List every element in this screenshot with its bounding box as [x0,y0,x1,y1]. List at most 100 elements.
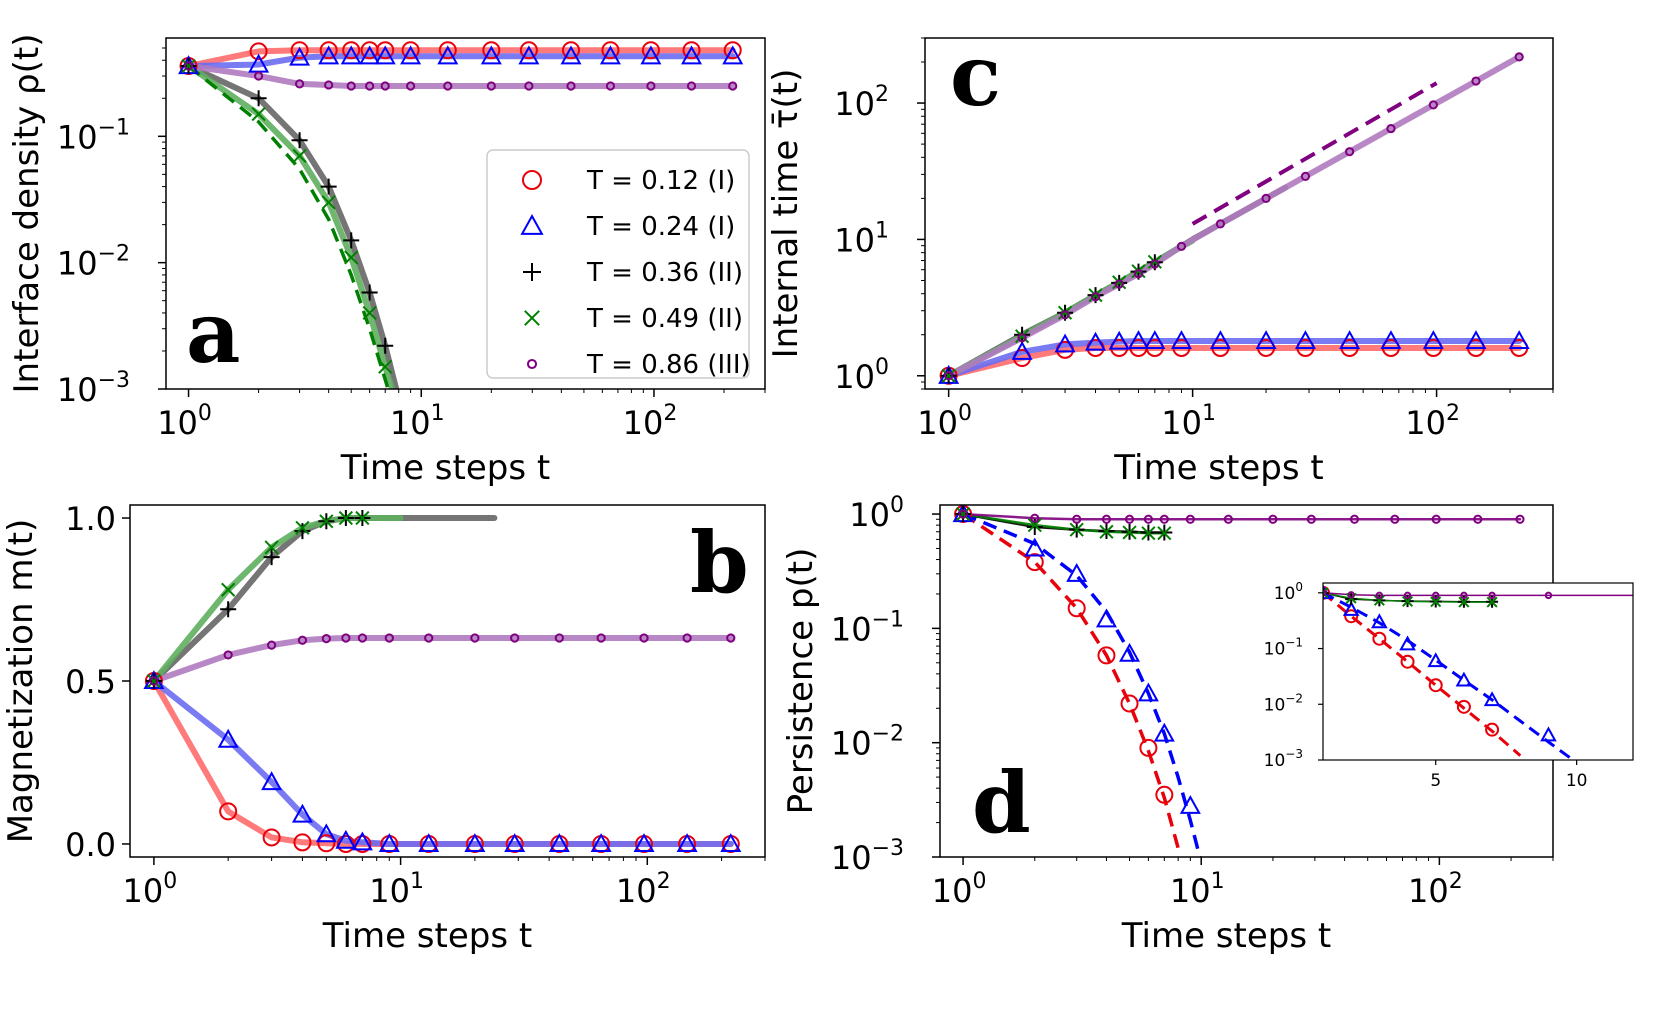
data-point-T086 [566,81,576,91]
markers-T024 [938,330,1530,384]
data-point-T012 [376,41,395,60]
data-point-T024 [722,45,744,65]
data-point-T086 [1515,514,1525,524]
x-tick-label: 100 [932,869,987,910]
data-point-T024 [378,833,400,853]
data-point-T012 [438,41,457,60]
inset-x-tick-label: 5 [1430,771,1441,791]
inset-data-point-T049 [1486,596,1498,608]
data-point-T036 [361,284,378,301]
data-point-T086 [380,81,390,91]
data-point-T024 [1144,330,1166,350]
markers-T012 [179,41,742,76]
data-point-T086 [1060,310,1070,320]
inset-data-point-T086 [1544,591,1553,600]
data-point-T012 [1155,785,1174,804]
inset-data-point-T012 [1372,631,1387,646]
legend-label: T = 0.24 (I) [586,212,735,242]
y-tick-label: 10−1 [57,115,130,156]
data-point-T086 [1176,241,1187,251]
plot-area [938,52,1530,385]
markers-T024 [178,45,744,75]
data-point-T024 [318,45,340,65]
panel-letter-a: a [186,283,240,382]
data-point-T086 [267,640,277,650]
data-point-T024 [340,45,362,65]
series-line-T012 [185,47,736,69]
data-point-T024 [1095,608,1117,628]
data-point-T086 [944,371,954,381]
x-tick-label-base: 10 [1405,404,1446,442]
x-tick-label-base: 10 [157,404,198,442]
data-point-T012 [293,833,312,852]
y-tick-label: 102 [834,82,889,123]
x-tick-label-base: 10 [1408,872,1449,910]
data-point-T012 [482,41,501,60]
data-point-T086 [554,633,564,643]
data-point-T024 [359,45,381,65]
data-point-T024 [1255,330,1277,350]
data-point-T012 [317,834,336,853]
data-point-T049 [292,148,307,163]
x-tick-label-base: 10 [917,404,958,442]
data-point-T012 [401,41,420,60]
legend-marker-T049 [524,310,540,326]
y-tick-label-base: 10 [57,371,98,409]
x-tick-label: 100 [917,401,972,442]
data-point-T086 [1349,514,1360,524]
data-point-T086 [1261,193,1271,203]
x-tick-label-exponent: 0 [958,401,972,426]
data-point-T012 [682,41,701,60]
inset-y-tick-label-exponent: −1 [1285,636,1303,650]
series-line-T086 [150,635,734,684]
data-point-T024 [261,771,283,791]
x-tick-label-exponent: 1 [431,401,445,426]
data-point-T049 [251,106,266,122]
series-line-T024 [150,678,734,847]
data-point-T012 [342,41,361,60]
data-point-T049 [362,305,377,321]
legend-label: T = 0.36 (II) [586,258,743,288]
data-point-T049 [146,673,162,689]
inset-y-tick-label-base: 10 [1274,584,1296,604]
inset-data-point-T012 [1428,678,1443,693]
y-axis-label: Persistence p(t) [781,548,821,815]
data-point-T086 [1150,259,1160,269]
data-point-T086 [1017,333,1027,343]
inset-series-line-T086 [1323,592,1633,597]
data-point-T024 [518,45,540,65]
data-point-T012 [519,41,538,60]
inset-frame [1322,582,1634,761]
inset-y-tick-label: 100 [1274,580,1303,604]
data-point-T086 [424,633,434,643]
data-point-T024 [374,45,396,65]
data-point-T086 [486,81,496,91]
data-point-T086 [341,633,351,643]
inset-data-point-T086 [1375,591,1384,600]
inset-data-point-T024 [1371,613,1388,629]
data-point-T086 [1114,279,1124,289]
markers-T049 [146,510,370,689]
y-tick-label-base: 10 [831,725,872,763]
data-point-T086 [1345,147,1355,157]
y-tick-label-exponent: −1 [872,607,904,632]
data-point-T086 [728,81,738,91]
data-point-T086 [470,633,480,643]
data-point-T024 [289,46,311,66]
markers-T036 [145,510,371,689]
x-tick-label-exponent: 0 [198,401,212,426]
inset-data-point-T086 [1460,591,1468,600]
data-point-T086 [1101,514,1112,524]
data-point-T012 [1097,646,1116,665]
data-point-T086 [1431,514,1441,524]
data-point-T086 [726,633,736,643]
plot-area [952,505,1525,857]
data-point-T086 [596,633,606,643]
data-point-T036 [320,178,337,195]
markers-T024 [143,670,742,853]
data-point-T049 [378,359,393,374]
inset-data-point-T086 [1488,591,1496,600]
data-point-T086 [321,634,331,644]
